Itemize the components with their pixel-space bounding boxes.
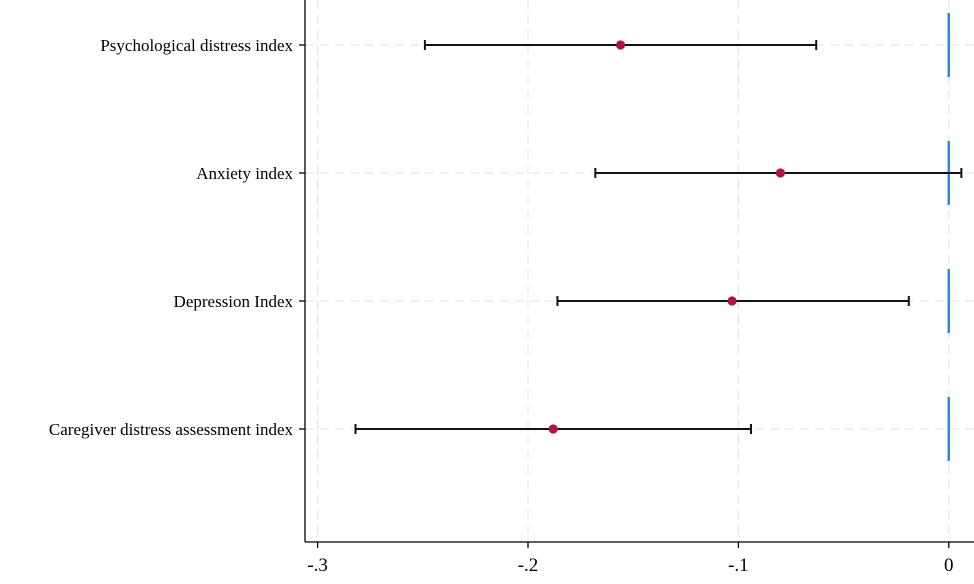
- estimate-point: [548, 424, 558, 434]
- x-tick-label: -.2: [518, 555, 539, 576]
- grid-layer: [305, 0, 974, 542]
- x-tick-label: -.1: [728, 555, 749, 576]
- category-label: Psychological distress index: [100, 36, 293, 55]
- estimate-point: [775, 168, 786, 178]
- x-tick-label: 0: [944, 555, 954, 576]
- estimate-point: [727, 296, 737, 306]
- x-tick-label: -.3: [307, 555, 328, 576]
- axis-layer: [299, 0, 974, 548]
- estimate-marker-layer: [548, 40, 786, 434]
- category-label: Depression Index: [174, 292, 294, 311]
- category-label: Caregiver distress assessment index: [49, 420, 294, 439]
- estimate-point: [615, 40, 626, 50]
- label-layer: Psychological distress index Anxiety inde…: [49, 36, 954, 576]
- category-label: Anxiety index: [196, 164, 293, 183]
- confidence-interval-layer: [354, 40, 963, 434]
